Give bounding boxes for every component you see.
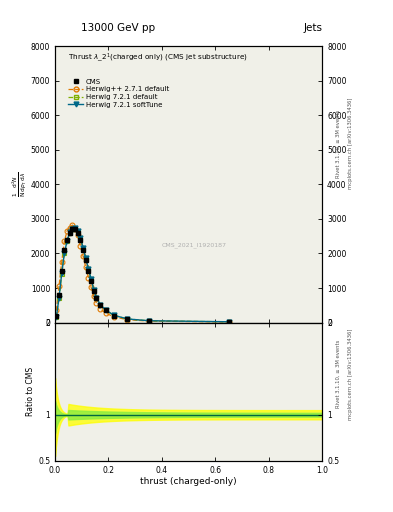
Text: CMS_2021_I1920187: CMS_2021_I1920187 <box>162 242 226 248</box>
Y-axis label: Ratio to CMS: Ratio to CMS <box>26 367 35 416</box>
Y-axis label: $\frac{1}{\mathrm{N}} \frac{\mathrm{d}^2 N}{\mathrm{d}p_\mathrm{T}\,\mathrm{d}\l: $\frac{1}{\mathrm{N}} \frac{\mathrm{d}^2… <box>11 172 29 197</box>
Text: Rivet 3.1.10, ≥ 3M events: Rivet 3.1.10, ≥ 3M events <box>336 339 341 408</box>
Text: mcplots.cern.ch [arXiv:1306.3436]: mcplots.cern.ch [arXiv:1306.3436] <box>348 328 353 419</box>
Text: mcplots.cern.ch [arXiv:1306.3436]: mcplots.cern.ch [arXiv:1306.3436] <box>348 98 353 189</box>
Text: 13000 GeV pp: 13000 GeV pp <box>81 23 155 33</box>
Legend: CMS, Herwig++ 2.7.1 default, Herwig 7.2.1 default, Herwig 7.2.1 softTune: CMS, Herwig++ 2.7.1 default, Herwig 7.2.… <box>66 77 171 109</box>
Text: Rivet 3.1.10, ≥ 3M events: Rivet 3.1.10, ≥ 3M events <box>336 109 341 178</box>
X-axis label: thrust (charged-only): thrust (charged-only) <box>140 477 237 486</box>
Text: Jets: Jets <box>303 23 322 33</box>
Text: Thrust $\lambda\_2^1$(charged only) (CMS jet substructure): Thrust $\lambda\_2^1$(charged only) (CMS… <box>68 52 248 65</box>
